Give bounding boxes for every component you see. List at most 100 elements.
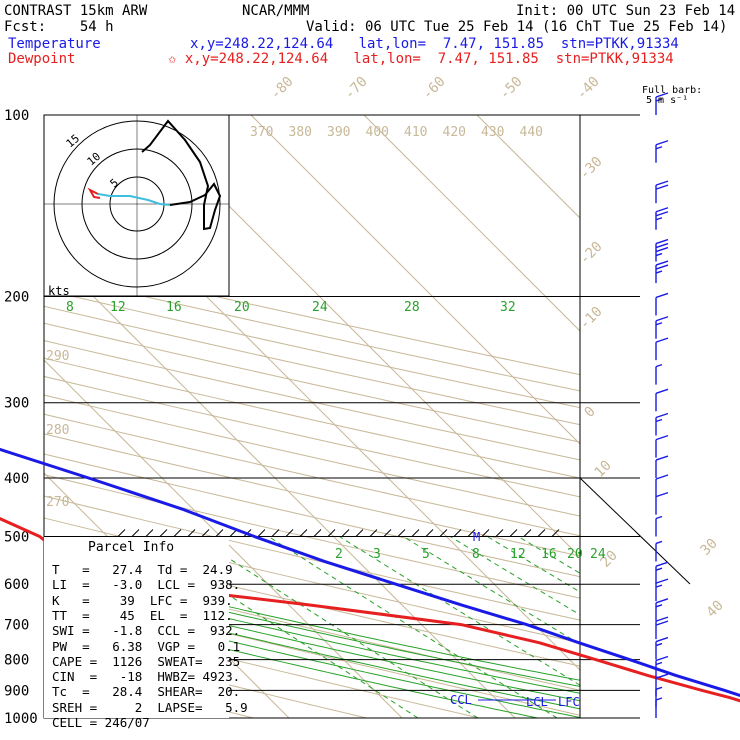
moist-adiabat-line bbox=[44, 587, 580, 710]
mixing-ratio-label: 24 bbox=[590, 547, 606, 562]
wind-barb bbox=[655, 655, 669, 679]
theta-label: 390 bbox=[327, 125, 350, 140]
isotherm-line bbox=[590, 115, 740, 718]
hodograph-trace-low bbox=[97, 193, 171, 206]
wind-barb bbox=[655, 140, 669, 163]
theta-label: 430 bbox=[481, 125, 504, 140]
wind-barb bbox=[655, 673, 669, 697]
wind-barb bbox=[655, 92, 669, 115]
wind-barb bbox=[655, 636, 669, 660]
wind-barb bbox=[655, 180, 669, 204]
dry-adiabat-line bbox=[44, 257, 580, 376]
wind-barb bbox=[655, 260, 669, 284]
barb-legend-title: Full barb: bbox=[642, 85, 703, 96]
hatch-mark bbox=[523, 529, 532, 537]
isotherm-label: -30 bbox=[577, 154, 606, 183]
hatch-mark bbox=[215, 529, 224, 537]
moist-adiabat-line bbox=[44, 595, 580, 718]
wind-barb bbox=[655, 616, 669, 640]
isotherm-label: -70 bbox=[342, 74, 371, 103]
parcel-info-line: SREH = 2 LAPSE= 5.9 bbox=[52, 699, 248, 715]
hodograph-trace-upper bbox=[141, 119, 222, 231]
temperature-location: x,y=248.22,124.64 lat,lon= 7.47, 151.85 … bbox=[190, 36, 679, 52]
wind-barb bbox=[655, 412, 669, 436]
isotherm-label: -40 bbox=[574, 74, 603, 103]
valid-time: Valid: 06 UTC Tue 25 Feb 14 (16 ChT Tue … bbox=[306, 19, 728, 35]
hatch-mark bbox=[467, 529, 476, 537]
wind-barb bbox=[655, 561, 669, 585]
pressure-tick-label: 1000 bbox=[4, 711, 38, 727]
center-label: NCAR/MMM bbox=[242, 3, 310, 19]
wind-barb bbox=[655, 292, 669, 316]
hodograph-panel bbox=[43, 114, 230, 297]
pressure-tick-label: 800 bbox=[4, 653, 29, 669]
lfc-marker-label: LFC bbox=[558, 695, 580, 709]
hatch-mark bbox=[425, 529, 434, 537]
wind-barb bbox=[655, 455, 669, 479]
pressure-tick-label: 700 bbox=[4, 618, 29, 634]
parcel-info-line: Tc = 28.4 SHEAR= 20. bbox=[52, 684, 241, 700]
moist-adiabat-label: 32 bbox=[500, 300, 516, 315]
hatch-mark bbox=[537, 529, 546, 537]
dry-adiabat-line bbox=[44, 453, 580, 578]
right-border-line bbox=[579, 477, 691, 585]
hatch-mark bbox=[313, 529, 322, 537]
hatch-mark bbox=[341, 529, 350, 537]
parcel-info-line: CAPE = 1126 SWEAT= 235 bbox=[52, 653, 241, 669]
theta-label: 410 bbox=[404, 125, 427, 140]
wind-barb bbox=[655, 540, 663, 562]
dry-adiabat-line bbox=[44, 322, 580, 443]
isotherm-label: 0 bbox=[582, 404, 599, 421]
hatch-mark bbox=[299, 529, 308, 537]
isotherm-label: -50 bbox=[497, 74, 526, 103]
isotherm-label: 10 bbox=[592, 458, 615, 481]
parcel-info-line: LI = -3.0 LCL = 938. bbox=[52, 577, 241, 593]
parcel-info-line: CELL = 246/07 bbox=[52, 715, 150, 730]
m-marker-label: M bbox=[473, 530, 480, 544]
hatch-mark bbox=[453, 529, 462, 537]
hatch-mark bbox=[495, 529, 504, 537]
theta-side-label: 270 bbox=[46, 495, 69, 510]
mixing-ratio-line bbox=[268, 536, 558, 718]
hatch-mark bbox=[551, 529, 560, 537]
hatch-mark bbox=[117, 529, 126, 537]
hatch-mark bbox=[383, 529, 392, 537]
pressure-tick-label: 900 bbox=[4, 683, 29, 699]
wind-barb bbox=[655, 388, 669, 412]
hatch-mark bbox=[509, 529, 518, 537]
moist-adiabat-label: 12 bbox=[110, 300, 126, 315]
parcel-info-line: PW = 6.38 VGP = 0.1 bbox=[52, 638, 241, 654]
mixing-ratio-label: 3 bbox=[373, 547, 381, 562]
parcel-info-line: T = 27.4 Td = 24.9 bbox=[52, 562, 233, 577]
temperature-trace bbox=[0, 447, 740, 698]
dry-adiabat-line bbox=[44, 289, 580, 409]
dry-adiabat-line bbox=[44, 305, 580, 426]
hatch-mark bbox=[285, 529, 294, 537]
moist-adiabat-label: 28 bbox=[404, 300, 420, 315]
wind-barb bbox=[655, 434, 669, 458]
hatch-mark bbox=[369, 529, 378, 537]
dry-adiabat-line bbox=[44, 272, 580, 392]
dry-adiabat-line bbox=[44, 587, 580, 716]
isotherm-label: 30 bbox=[698, 536, 721, 559]
wind-barb bbox=[655, 238, 669, 262]
dry-adiabat-line bbox=[44, 474, 580, 599]
dry-adiabat-line bbox=[44, 495, 580, 621]
hatch-mark bbox=[201, 529, 210, 537]
hatch-mark bbox=[481, 529, 490, 537]
moist-adiabat-label: 8 bbox=[66, 300, 74, 315]
mixing-ratio-label: 20 bbox=[567, 547, 583, 562]
theta-side-label: 290 bbox=[46, 349, 69, 364]
wind-barb bbox=[655, 686, 663, 708]
wind-barb bbox=[655, 363, 663, 385]
parcel-info-line: CIN = -18 HWBZ= 4923. bbox=[52, 669, 241, 685]
ccl-marker-label: CCL bbox=[450, 693, 472, 707]
theta-label: 370 bbox=[250, 125, 273, 140]
moist-adiabat-label: 20 bbox=[234, 300, 250, 315]
hatch-mark bbox=[397, 529, 406, 537]
hatch-mark bbox=[145, 529, 154, 537]
isotherm-line bbox=[137, 115, 580, 558]
hatch-mark bbox=[159, 529, 168, 537]
wind-barb bbox=[655, 598, 669, 621]
